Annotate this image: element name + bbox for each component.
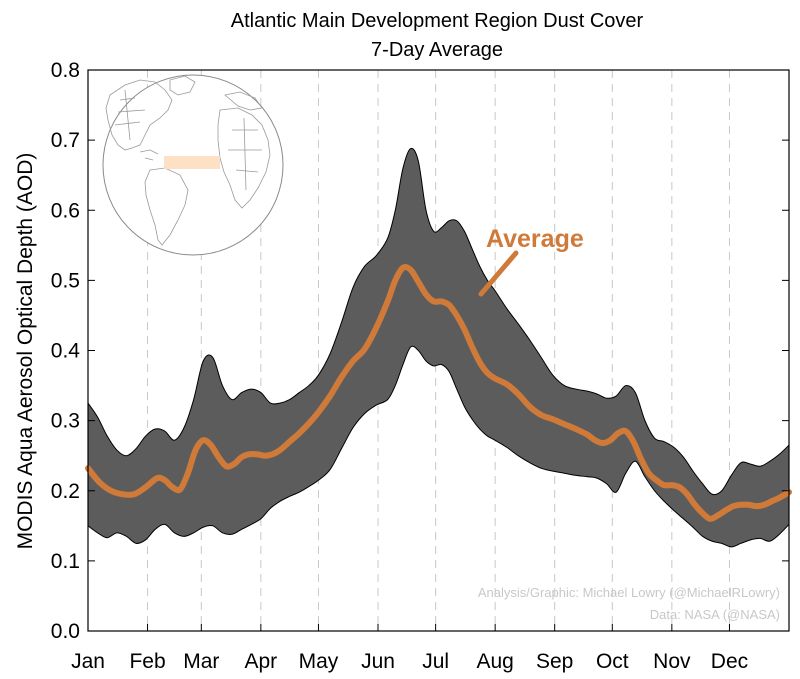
data-credit: Data: NASA (@NASA) — [650, 607, 780, 622]
y-tick-label: 0.1 — [51, 550, 80, 573]
y-tick-label: 0.4 — [51, 340, 81, 363]
average-line — [85, 264, 792, 522]
x-tick-label-oct: Oct — [596, 650, 629, 673]
average-annotation-label: Average — [486, 225, 584, 253]
x-tick-label-sep: Sep — [536, 650, 573, 673]
y-tick-label: 0.2 — [51, 480, 80, 503]
x-tick-label-jun: Jun — [361, 650, 395, 673]
x-tick-label-may: May — [299, 650, 339, 673]
x-tick-label-jan: Jan — [71, 650, 105, 673]
chart-subtitle: 7-Day Average — [371, 39, 503, 61]
greenland-outline — [169, 75, 196, 96]
europe-outline — [224, 91, 263, 111]
africa-borders — [228, 117, 262, 191]
x-tick-label-nov: Nov — [653, 650, 691, 673]
average-annotation-pointer — [478, 250, 519, 297]
x-tick-label-aug: Aug — [476, 650, 513, 673]
us-state-lines — [114, 89, 146, 141]
average-line-group — [85, 264, 792, 522]
y-tick-label: 0.8 — [51, 59, 80, 82]
y-tick-label: 0.3 — [51, 410, 80, 433]
y-axis-label: MODIS Aqua Aerosol Optical Depth (AOD) — [14, 153, 37, 550]
x-tick-label-mar: Mar — [183, 650, 219, 673]
x-tick-label-dec: Dec — [711, 650, 748, 673]
mdr-highlight-box — [164, 156, 220, 169]
y-axis-ticks: 0.0 0.1 0.2 0.3 0.4 0.5 0.6 0.7 0.8 — [51, 59, 789, 643]
globe-map-inset — [102, 74, 284, 256]
y-tick-label: 0.7 — [51, 129, 80, 152]
y-tick-label: 0.6 — [51, 199, 80, 222]
north-america-outline — [105, 79, 173, 151]
y-tick-label: 0.0 — [51, 620, 80, 643]
globe-land-outlines — [105, 75, 271, 246]
x-tick-label-apr: Apr — [245, 650, 278, 673]
south-america-outline — [144, 167, 189, 246]
chart-title: Atlantic Main Development Region Dust Co… — [231, 10, 644, 32]
x-axis-ticks: Jan Feb Mar Apr May Jun Jul Aug Sep Oct Nov Dec — [71, 624, 748, 673]
caribbean-outline — [139, 149, 159, 161]
africa-outline — [217, 107, 271, 209]
x-tick-label-jul: Jul — [422, 650, 449, 673]
analysis-credit: Analysis/Graphic: Michael Lowry (@Michae… — [478, 585, 780, 600]
x-tick-label-feb: Feb — [129, 650, 165, 673]
y-tick-label: 0.5 — [51, 269, 80, 292]
